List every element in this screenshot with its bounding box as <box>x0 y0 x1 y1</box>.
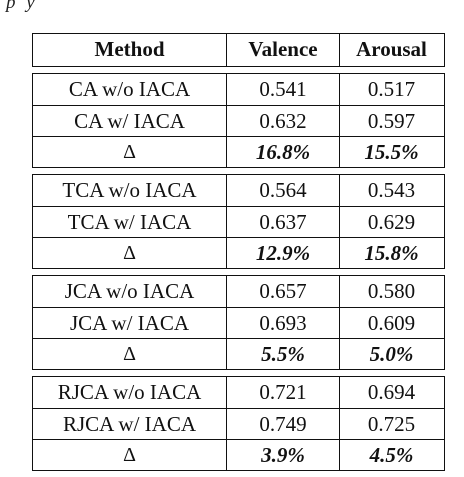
table-group-rjca: RJCA w/o IACA 0.721 0.694 RJCA w/ IACA 0… <box>32 376 445 471</box>
valence-cell: 0.693 <box>226 308 339 338</box>
valence-delta: 12.9% <box>226 238 339 268</box>
delta-row: Δ 5.5% 5.0% <box>33 338 444 369</box>
header-arousal: Arousal <box>339 34 443 66</box>
results-table: Method Valence Arousal CA w/o IACA 0.541… <box>32 33 445 477</box>
arousal-delta: 15.8% <box>339 238 443 268</box>
delta-label: Δ <box>123 141 136 163</box>
delta-row: Δ 12.9% 15.8% <box>33 237 444 268</box>
table-header: Method Valence Arousal <box>32 33 445 67</box>
delta-label: Δ <box>123 242 136 264</box>
caption-fragment-text: p <box>6 0 16 13</box>
header-valence: Valence <box>226 34 339 66</box>
caption-fragment: p y <box>0 0 464 14</box>
valence-cell: 0.564 <box>226 175 339 206</box>
caption-fragment-text: y <box>26 0 35 13</box>
arousal-cell: 0.609 <box>339 308 443 338</box>
valence-cell: 0.721 <box>226 377 339 408</box>
method-cell: TCA w/ IACA <box>67 210 192 234</box>
table-row: CA w/ IACA 0.632 0.597 <box>33 105 444 136</box>
arousal-delta: 5.0% <box>339 339 443 369</box>
method-cell: RJCA w/ IACA <box>62 412 197 436</box>
delta-row: Δ 3.9% 4.5% <box>33 439 444 470</box>
method-cell: RJCA w/o IACA <box>57 380 202 404</box>
arousal-cell: 0.694 <box>339 377 443 408</box>
table-row: JCA w/o IACA 0.657 0.580 <box>33 276 444 307</box>
table-group-tca: TCA w/o IACA 0.564 0.543 TCA w/ IACA 0.6… <box>32 174 445 269</box>
method-cell: JCA w/ IACA <box>69 311 190 335</box>
method-cell: JCA w/o IACA <box>64 279 195 303</box>
table-group-jca: JCA w/o IACA 0.657 0.580 JCA w/ IACA 0.6… <box>32 275 445 370</box>
table-row: RJCA w/ IACA 0.749 0.725 <box>33 408 444 439</box>
table-group-ca: CA w/o IACA 0.541 0.517 CA w/ IACA 0.632… <box>32 73 445 168</box>
arousal-cell: 0.543 <box>339 175 443 206</box>
valence-cell: 0.749 <box>226 409 339 439</box>
table-row: CA w/o IACA 0.541 0.517 <box>33 74 444 105</box>
delta-label: Δ <box>123 343 136 365</box>
method-cell: CA w/o IACA <box>68 77 191 101</box>
arousal-cell: 0.597 <box>339 106 443 136</box>
table-row: TCA w/ IACA 0.637 0.629 <box>33 206 444 237</box>
arousal-cell: 0.580 <box>339 276 443 307</box>
arousal-cell: 0.517 <box>339 74 443 105</box>
arousal-delta: 4.5% <box>339 440 443 470</box>
method-cell: CA w/ IACA <box>74 109 185 133</box>
valence-cell: 0.632 <box>226 106 339 136</box>
delta-row: Δ 16.8% 15.5% <box>33 136 444 167</box>
valence-delta: 16.8% <box>226 137 339 167</box>
table-row: JCA w/ IACA 0.693 0.609 <box>33 307 444 338</box>
arousal-delta: 15.5% <box>339 137 443 167</box>
valence-delta: 3.9% <box>226 440 339 470</box>
method-cell: TCA w/o IACA <box>62 178 197 202</box>
delta-label: Δ <box>123 444 136 466</box>
table-row: RJCA w/o IACA 0.721 0.694 <box>33 377 444 408</box>
valence-cell: 0.657 <box>226 276 339 307</box>
valence-cell: 0.637 <box>226 207 339 237</box>
header-row: Method Valence Arousal <box>33 34 444 66</box>
arousal-cell: 0.629 <box>339 207 443 237</box>
arousal-cell: 0.725 <box>339 409 443 439</box>
valence-cell: 0.541 <box>226 74 339 105</box>
valence-delta: 5.5% <box>226 339 339 369</box>
header-method: Method <box>94 37 165 61</box>
table-row: TCA w/o IACA 0.564 0.543 <box>33 175 444 206</box>
